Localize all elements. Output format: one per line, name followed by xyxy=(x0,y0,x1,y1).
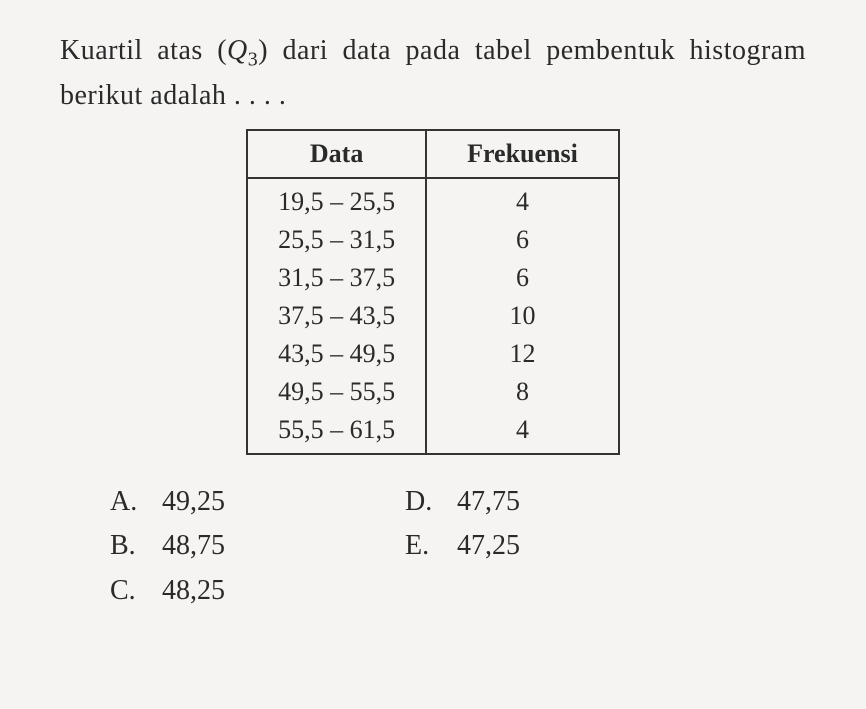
table-row: 43,5 – 49,5 12 xyxy=(247,335,619,373)
options-col-left: A. 49,25 B. 48,75 C. 48,25 xyxy=(110,480,225,614)
option-value: 48,25 xyxy=(162,575,225,606)
table-row: 25,5 – 31,5 6 xyxy=(247,221,619,259)
option-a: A. 49,25 xyxy=(110,480,225,525)
table-row: 31,5 – 37,5 6 xyxy=(247,259,619,297)
table-row: 37,5 – 43,5 10 xyxy=(247,297,619,335)
options-col-right: D. 47,75 E. 47,25 xyxy=(405,480,520,614)
question-line1-pre: Kuartil atas ( xyxy=(60,35,227,66)
answer-options: A. 49,25 B. 48,75 C. 48,25 D. 47,75 E. 4… xyxy=(60,480,806,614)
option-e: E. 47,25 xyxy=(405,524,520,569)
table-row: 55,5 – 61,5 4 xyxy=(247,411,619,454)
option-value: 47,25 xyxy=(457,530,520,561)
option-label: D. xyxy=(405,480,450,525)
cell-data: 19,5 – 25,5 xyxy=(247,178,426,221)
cell-freq: 4 xyxy=(426,178,619,221)
option-value: 49,25 xyxy=(162,486,225,517)
cell-data: 43,5 – 49,5 xyxy=(247,335,426,373)
frequency-table: Data Frekuensi 19,5 – 25,5 4 25,5 – 31,5… xyxy=(246,129,620,455)
option-value: 48,75 xyxy=(162,530,225,561)
table-row: 49,5 – 55,5 8 xyxy=(247,373,619,411)
q-symbol: Q3 xyxy=(227,35,258,66)
option-c: C. 48,25 xyxy=(110,569,225,614)
cell-freq: 6 xyxy=(426,221,619,259)
option-value: 47,75 xyxy=(457,486,520,517)
cell-freq: 4 xyxy=(426,411,619,454)
question-text: Kuartil atas (Q3) dari data pada tabel p… xyxy=(60,30,806,117)
table-wrapper: Data Frekuensi 19,5 – 25,5 4 25,5 – 31,5… xyxy=(60,129,806,455)
table-header-row: Data Frekuensi xyxy=(247,130,619,178)
header-data: Data xyxy=(247,130,426,178)
cell-freq: 6 xyxy=(426,259,619,297)
option-label: C. xyxy=(110,569,155,614)
cell-freq: 10 xyxy=(426,297,619,335)
option-d: D. 47,75 xyxy=(405,480,520,525)
cell-freq: 12 xyxy=(426,335,619,373)
option-label: B. xyxy=(110,524,155,569)
cell-data: 55,5 – 61,5 xyxy=(247,411,426,454)
cell-data: 31,5 – 37,5 xyxy=(247,259,426,297)
q-base: Q xyxy=(227,35,248,66)
cell-data: 37,5 – 43,5 xyxy=(247,297,426,335)
header-freq: Frekuensi xyxy=(426,130,619,178)
option-b: B. 48,75 xyxy=(110,524,225,569)
cell-data: 25,5 – 31,5 xyxy=(247,221,426,259)
option-label: A. xyxy=(110,480,155,525)
q-sub: 3 xyxy=(248,49,259,71)
table-row: 19,5 – 25,5 4 xyxy=(247,178,619,221)
question-line1-post: ) dari data pada tabel xyxy=(258,35,531,66)
option-label: E. xyxy=(405,524,450,569)
cell-freq: 8 xyxy=(426,373,619,411)
cell-data: 49,5 – 55,5 xyxy=(247,373,426,411)
